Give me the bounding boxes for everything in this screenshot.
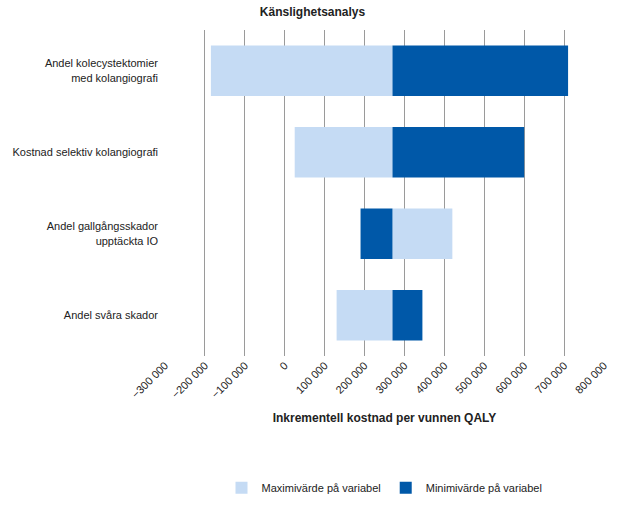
svg-text:Minimivärde på variabel: Minimivärde på variabel <box>426 482 542 494</box>
svg-text:Inkrementell kostnad per vunne: Inkrementell kostnad per vunnen QALY <box>273 411 497 425</box>
svg-text:Kostnad selektiv kolangiografi: Kostnad selektiv kolangiografi <box>12 146 158 158</box>
svg-text:−200 000: −200 000 <box>169 359 210 400</box>
svg-text:700 000: 700 000 <box>533 359 570 396</box>
svg-text:Andel gallgångsskadorupptäckta: Andel gallgångsskadorupptäckta IO <box>47 220 159 246</box>
svg-text:Känslighetsanalys: Känslighetsanalys <box>260 5 366 19</box>
svg-text:−100 000: −100 000 <box>209 359 250 400</box>
svg-text:600 000: 600 000 <box>493 359 530 396</box>
svg-text:100 000: 100 000 <box>293 359 330 396</box>
svg-text:400 000: 400 000 <box>413 359 450 396</box>
svg-text:500 000: 500 000 <box>453 359 490 396</box>
svg-text:−300 000: −300 000 <box>129 359 170 400</box>
svg-text:800 000: 800 000 <box>573 359 610 396</box>
svg-text:Andel kolecystektomiermed kola: Andel kolecystektomiermed kolangiografi <box>45 57 158 83</box>
svg-text:200 000: 200 000 <box>333 359 370 396</box>
svg-text:Andel svåra skador: Andel svåra skador <box>64 309 158 321</box>
svg-text:300 000: 300 000 <box>373 359 410 396</box>
svg-text:Maximivärde på variabel: Maximivärde på variabel <box>262 482 381 494</box>
svg-text:0: 0 <box>277 359 290 372</box>
